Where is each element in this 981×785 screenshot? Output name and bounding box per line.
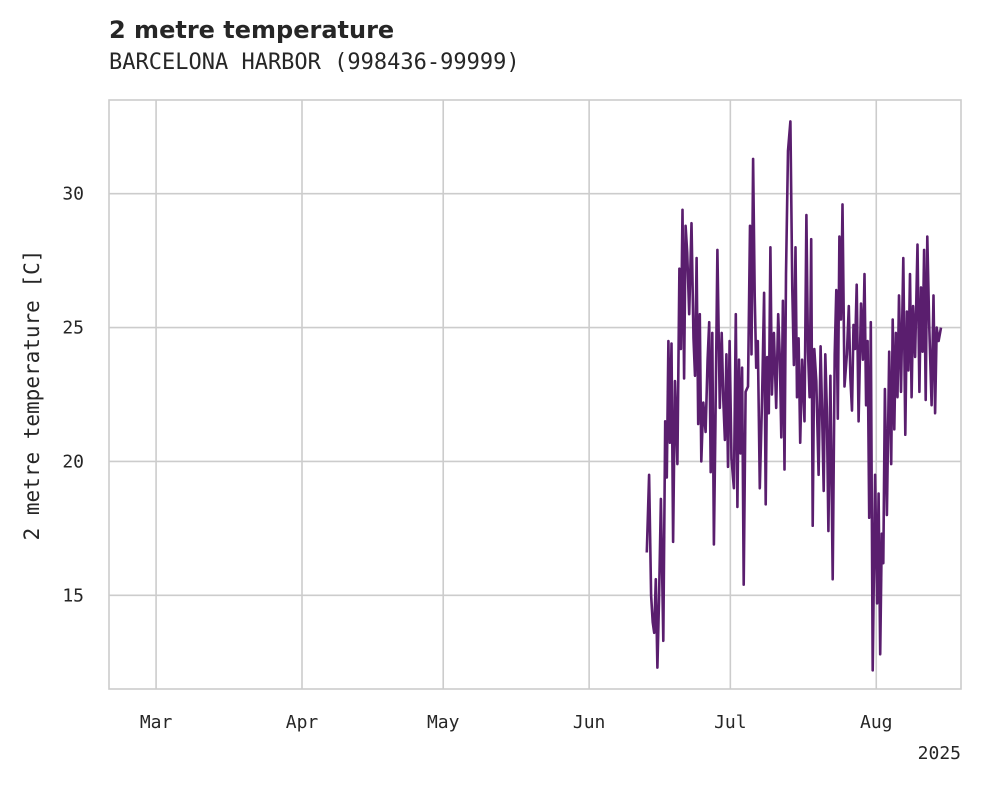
chart-subtitle: BARCELONA HARBOR (998436-99999) [109, 50, 520, 75]
temperature-series-line [645, 120, 943, 672]
y-axis: 15 20 25 30 [62, 184, 84, 607]
plot-frame [108, 99, 962, 690]
y-tick-label: 20 [62, 451, 84, 472]
y-tick-label: 15 [62, 585, 84, 606]
x-tick-label: Apr [286, 712, 319, 733]
x-tick-label: Mar [140, 712, 173, 733]
chart-title: 2 metre temperature [109, 16, 395, 44]
y-tick-label: 25 [62, 318, 84, 339]
x-tick-label: Aug [860, 712, 893, 733]
y-axis-label: 2 metre temperature [C] [20, 250, 44, 541]
x-tick-label: Jun [573, 712, 606, 733]
x-tick-label: Jul [714, 712, 747, 733]
series-layer [645, 120, 943, 672]
x-axis: Mar Apr May Jun Jul Aug [140, 712, 893, 733]
y-tick-label: 30 [62, 184, 84, 205]
x-offset-label: 2025 [918, 743, 961, 764]
x-tick-label: May [427, 712, 460, 733]
